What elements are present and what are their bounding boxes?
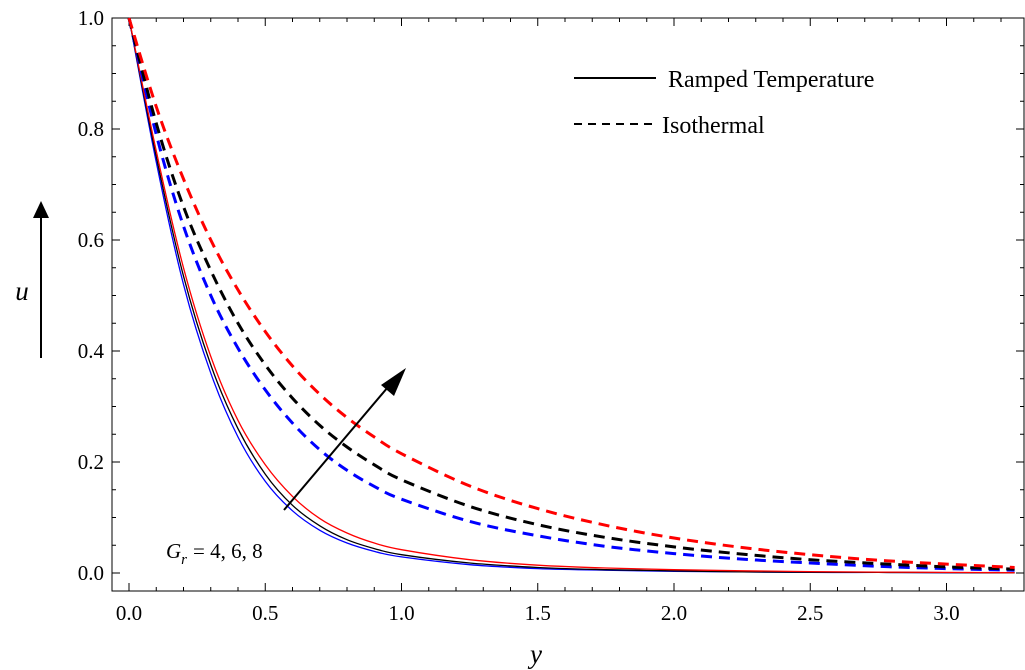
x-tick-label: 0.0	[116, 601, 142, 625]
annotation-values: = 4, 6, 8	[193, 539, 263, 563]
y-tick-label: 1.0	[78, 6, 104, 30]
x-tick-label: 2.0	[661, 601, 687, 625]
annotation-label: Gr = 4, 6, 8	[166, 539, 263, 568]
series-line-2-solid	[128, 17, 1015, 574]
series-line-4-dashed	[127, 17, 1015, 571]
axis-ticks: 0.0 0.5 1.0 1.5 2.0 2.5 3.0 0.0 0.2 0.4 0.6 0.8 1.0	[78, 6, 1024, 625]
series-line-1-solid	[128, 17, 1015, 574]
y-tick-label: 0.6	[78, 228, 104, 252]
plot-frame	[111, 17, 1025, 592]
x-tick-label: 1.5	[525, 601, 551, 625]
annotation-subscript: r	[181, 552, 187, 568]
x-tick-label: 2.5	[797, 601, 823, 625]
series-line-3-dashed	[127, 17, 1015, 572]
x-tick-label: 0.5	[252, 601, 278, 625]
curves	[127, 17, 1015, 574]
y-axis-title: u	[15, 276, 29, 306]
x-tick-label: 1.0	[388, 601, 414, 625]
x-axis-title: y	[527, 639, 542, 669]
y-tick-label: 0.4	[78, 339, 105, 363]
series-line-0-solid	[128, 17, 1015, 574]
legend-label-dashed: Isothermal	[662, 113, 765, 139]
legend-label-solid: Ramped Temperature	[668, 67, 874, 93]
legend: Ramped Temperature Isothermal	[574, 67, 874, 139]
y-tick-label: 0.2	[78, 450, 104, 474]
y-tick-label: 0.0	[78, 561, 104, 585]
y-tick-label: 0.8	[78, 117, 104, 141]
annotation-symbol: G	[166, 539, 181, 563]
y-axis-arrow	[33, 201, 49, 358]
series-line-5-dashed	[127, 17, 1015, 569]
x-tick-label: 3.0	[933, 601, 959, 625]
annotation-arrow	[283, 368, 406, 511]
